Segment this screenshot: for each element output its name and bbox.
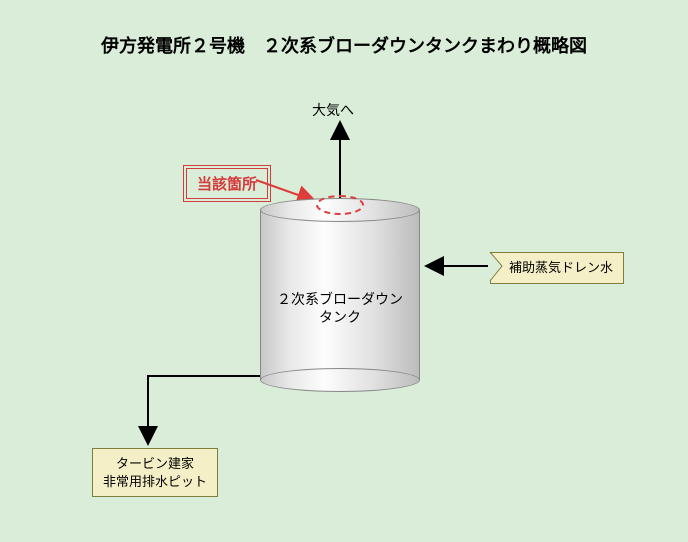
outlet-flag: タービン建家 非常用排水ピット	[92, 448, 218, 497]
outlet-flag-line2: 非常用排水ピット	[103, 474, 207, 489]
tank-label-line1: ２次系ブローダウン	[277, 291, 403, 307]
callout-box: 当該箇所	[183, 165, 271, 202]
vent-label: 大気へ	[312, 100, 354, 120]
outlet-flag-line1: タービン建家	[116, 456, 194, 471]
hotspot-circle	[316, 195, 364, 215]
inlet-flag: 補助蒸気ドレン水	[490, 252, 624, 284]
diagram-title: 伊方発電所２号機 ２次系ブローダウンタンクまわり概略図	[0, 32, 688, 58]
inlet-flag-text: 補助蒸気ドレン水	[509, 260, 613, 275]
tank-label: ２次系ブローダウン タンク	[260, 290, 420, 326]
tank-bottom-ellipse	[260, 368, 420, 392]
outlet-pipe	[148, 376, 260, 444]
tank-label-line2: タンク	[319, 309, 361, 325]
